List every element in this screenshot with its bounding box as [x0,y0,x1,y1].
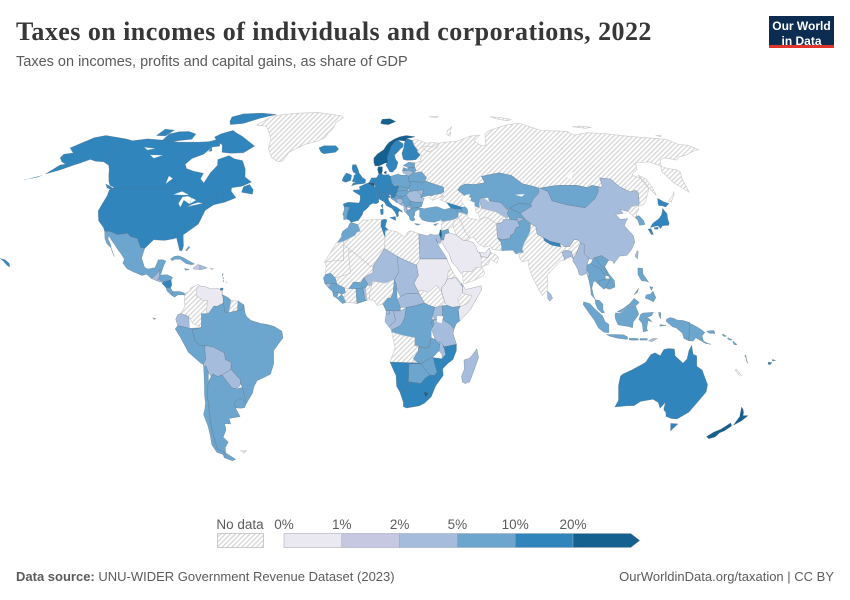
svg-text:1%: 1% [332,517,352,532]
svg-text:0%: 0% [274,517,294,532]
svg-text:10%: 10% [502,517,529,532]
svg-text:No data: No data [216,517,264,532]
svg-text:20%: 20% [559,517,586,532]
svg-text:5%: 5% [448,517,468,532]
svg-text:2%: 2% [390,517,410,532]
